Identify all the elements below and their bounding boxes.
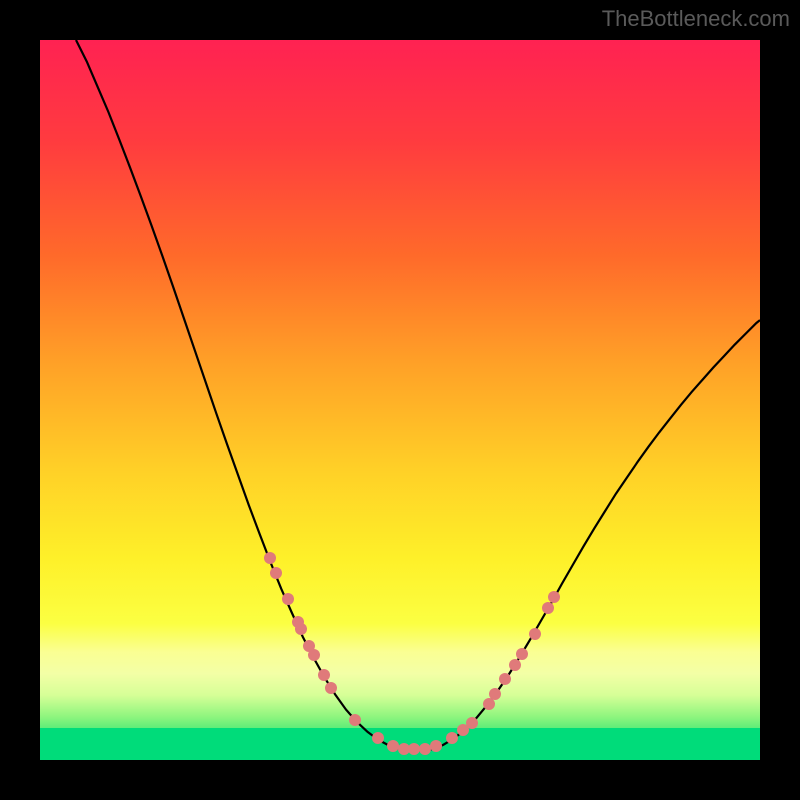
data-marker (270, 567, 282, 579)
watermark-text: TheBottleneck.com (602, 6, 790, 32)
data-marker (308, 649, 320, 661)
data-marker (325, 682, 337, 694)
bottleneck-curve (76, 40, 760, 751)
data-marker (529, 628, 541, 640)
data-marker (318, 669, 330, 681)
data-marker (548, 591, 560, 603)
data-marker (489, 688, 501, 700)
chart-container: TheBottleneck.com (0, 0, 800, 800)
data-marker (466, 717, 478, 729)
data-marker (542, 602, 554, 614)
data-marker (516, 648, 528, 660)
data-marker (349, 714, 361, 726)
plot-area (40, 40, 760, 760)
data-marker (282, 593, 294, 605)
curve-layer (40, 40, 760, 760)
